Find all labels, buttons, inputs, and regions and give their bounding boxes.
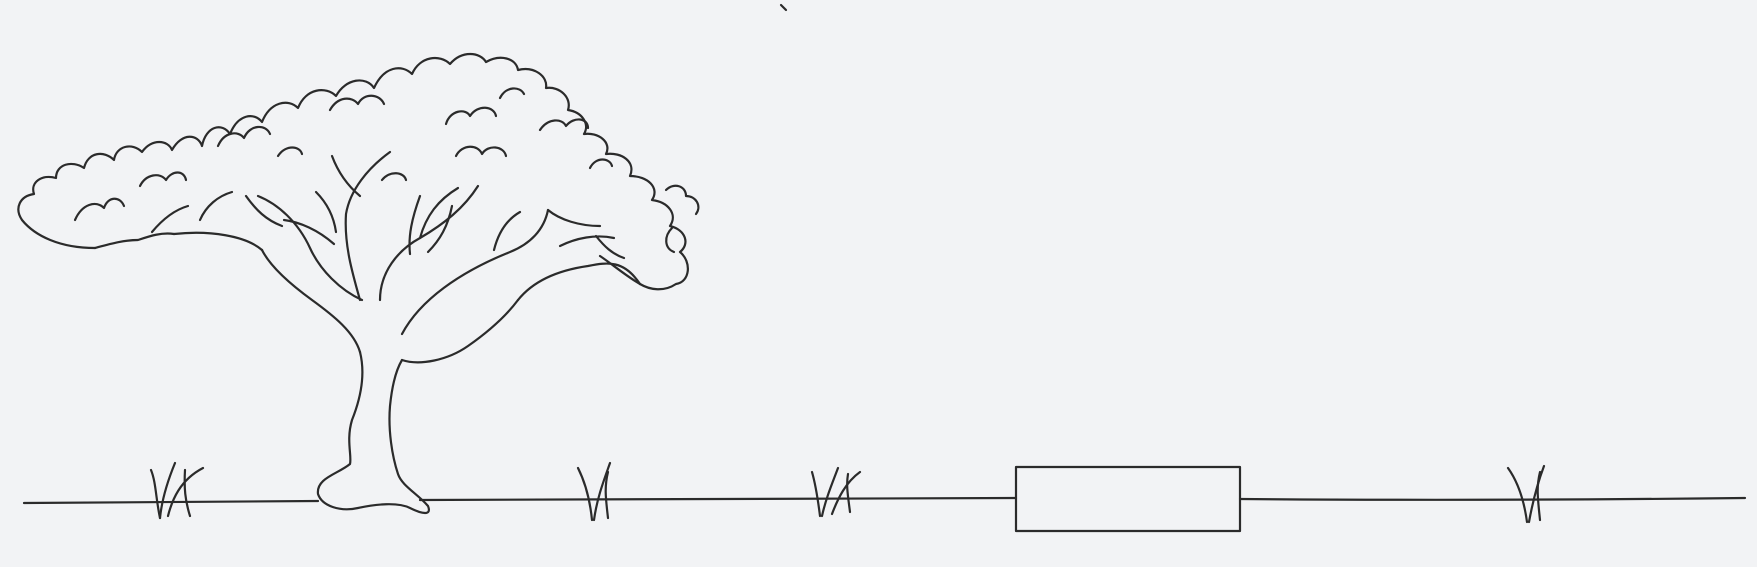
acacia-tree: [17, 52, 700, 515]
grass-tuft: [810, 466, 862, 518]
ground-line: [22, 496, 1747, 505]
tree-canopy: [17, 52, 689, 291]
grass-tuft: [576, 461, 612, 522]
rectangle-box[interactable]: [1014, 465, 1242, 533]
grass-tuft: [1506, 464, 1546, 524]
stray-mark: [779, 3, 788, 12]
grass-tuft: [149, 461, 205, 520]
tree-trunk: [316, 350, 430, 515]
